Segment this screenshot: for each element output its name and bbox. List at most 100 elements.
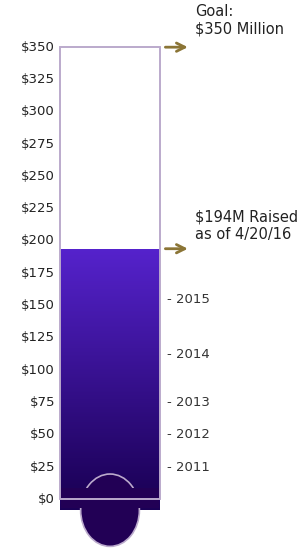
Bar xyxy=(60,434,160,435)
Bar xyxy=(60,474,160,475)
Bar xyxy=(60,309,160,310)
Bar xyxy=(60,476,160,477)
Bar xyxy=(60,300,160,301)
Bar xyxy=(60,487,160,488)
Bar xyxy=(60,282,160,283)
Bar xyxy=(60,253,160,254)
Bar xyxy=(60,260,160,261)
Bar xyxy=(60,439,160,440)
Bar xyxy=(60,352,160,353)
Bar xyxy=(60,363,160,364)
Bar xyxy=(60,294,160,295)
Bar xyxy=(60,459,160,460)
Bar xyxy=(60,404,160,405)
Bar xyxy=(60,319,160,320)
Bar xyxy=(60,354,160,355)
Bar xyxy=(60,405,160,406)
Bar xyxy=(60,249,160,250)
Bar xyxy=(60,461,160,462)
Bar xyxy=(60,389,160,390)
Bar xyxy=(60,359,160,360)
Bar xyxy=(60,330,160,331)
Bar xyxy=(60,489,160,490)
Bar xyxy=(60,304,160,305)
Bar xyxy=(60,482,160,483)
Bar xyxy=(60,360,160,361)
Bar xyxy=(60,495,160,496)
Bar xyxy=(60,347,160,348)
Bar xyxy=(60,391,160,392)
Bar xyxy=(60,353,160,354)
Bar xyxy=(60,315,160,316)
Bar xyxy=(60,482,160,483)
Bar xyxy=(60,252,160,253)
Bar xyxy=(60,374,160,375)
Bar xyxy=(60,259,160,260)
Bar xyxy=(60,332,160,333)
Bar xyxy=(60,312,160,313)
Bar xyxy=(60,488,160,490)
Bar xyxy=(60,337,160,338)
Bar xyxy=(60,326,160,327)
Bar xyxy=(60,396,160,397)
Bar xyxy=(60,454,160,455)
Bar xyxy=(60,441,160,442)
Bar xyxy=(60,480,160,481)
Bar xyxy=(60,406,160,407)
Bar xyxy=(60,297,160,298)
Bar xyxy=(60,335,160,336)
Bar xyxy=(60,257,160,258)
Bar xyxy=(60,47,160,500)
Bar xyxy=(60,468,160,470)
Bar xyxy=(60,491,160,492)
Bar xyxy=(60,419,160,420)
Bar xyxy=(60,366,160,367)
Bar xyxy=(60,467,160,468)
Bar xyxy=(60,340,160,341)
Bar xyxy=(60,362,160,363)
Bar xyxy=(60,416,160,417)
Text: $275: $275 xyxy=(21,138,55,150)
Bar xyxy=(60,351,160,352)
Bar xyxy=(60,473,160,475)
Bar xyxy=(60,371,160,372)
Bar xyxy=(60,420,160,421)
Bar xyxy=(60,320,160,321)
Bar xyxy=(60,293,160,294)
Bar xyxy=(60,438,160,439)
Bar xyxy=(60,427,160,428)
Bar xyxy=(60,423,160,424)
Bar xyxy=(60,417,160,418)
Bar xyxy=(60,479,160,480)
Bar xyxy=(60,250,160,251)
Text: $0: $0 xyxy=(38,493,55,506)
Bar xyxy=(60,340,160,341)
Bar xyxy=(60,406,160,407)
Bar xyxy=(60,270,160,271)
Bar xyxy=(60,472,160,473)
Bar xyxy=(60,336,160,337)
Bar xyxy=(60,262,160,263)
Bar xyxy=(60,392,160,393)
Bar xyxy=(60,289,160,290)
Bar xyxy=(60,317,160,318)
Bar xyxy=(60,254,160,255)
Bar xyxy=(60,325,160,326)
Bar xyxy=(60,386,160,387)
Bar xyxy=(60,372,160,373)
Bar xyxy=(60,325,160,326)
Bar xyxy=(60,47,160,500)
Bar xyxy=(60,470,160,471)
Text: $325: $325 xyxy=(21,73,55,86)
Bar xyxy=(60,279,160,280)
Bar xyxy=(60,401,160,402)
Bar xyxy=(60,452,160,453)
Bar xyxy=(60,418,160,419)
Bar xyxy=(60,361,160,362)
Bar xyxy=(60,338,160,339)
Bar xyxy=(60,266,160,267)
Bar xyxy=(60,435,160,436)
Bar xyxy=(60,357,160,358)
Text: $194M Raised
as of 4/20/16: $194M Raised as of 4/20/16 xyxy=(195,210,298,243)
Bar xyxy=(60,350,160,351)
